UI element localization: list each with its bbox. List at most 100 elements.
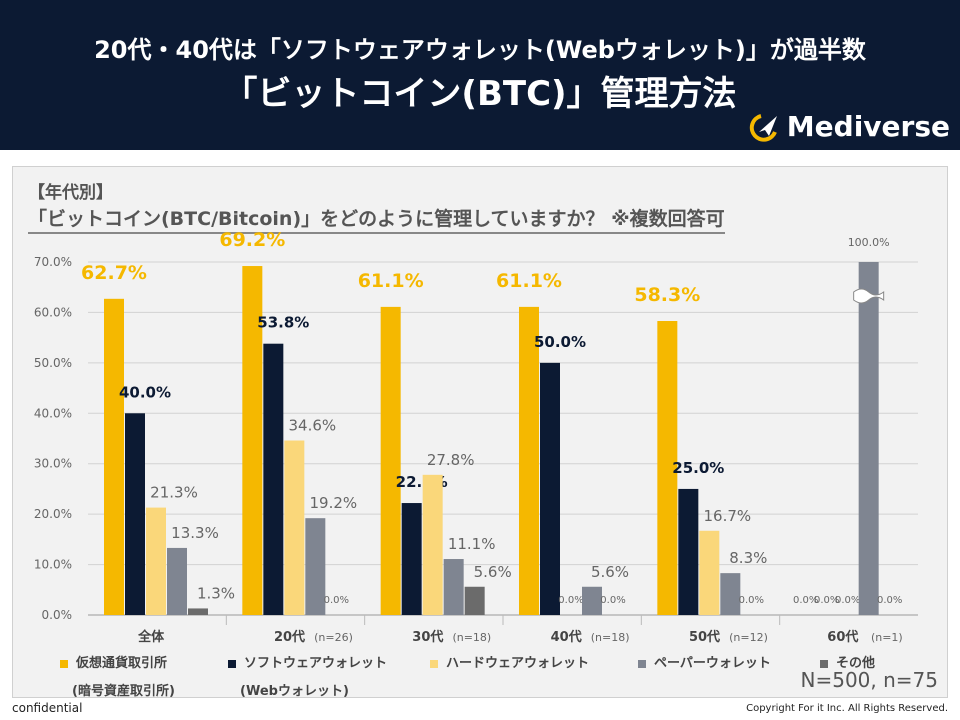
x-tick-label: 40代 [551, 629, 582, 645]
category-n-label: (n=26) [314, 631, 353, 644]
legend-item: ハードウェアウォレット [430, 652, 589, 671]
bar [858, 262, 879, 615]
data-label: 53.8% [257, 314, 309, 332]
sample-size: N=500, n=75 [800, 668, 939, 692]
legend-swatch [430, 659, 438, 668]
bar [540, 362, 560, 615]
y-tick-label: 10.0% [34, 558, 72, 572]
x-tick-label: 30代 [412, 629, 443, 645]
data-label: 11.1% [448, 535, 496, 553]
bar [125, 413, 145, 615]
brand-name: Mediverse [786, 110, 950, 143]
bar [380, 306, 401, 615]
data-label: 16.7% [704, 507, 752, 525]
data-label: 61.1% [496, 270, 562, 292]
y-tick-label: 50.0% [34, 356, 72, 370]
data-label: 0.0% [793, 595, 818, 606]
data-label: 13.3% [171, 524, 219, 542]
legend-label: 仮想通貨取引所 [76, 656, 168, 671]
y-tick-label: 0.0% [42, 608, 73, 622]
bar [284, 440, 305, 615]
data-label: 0.0% [877, 595, 902, 606]
category-n-label: (n=1) [871, 631, 903, 644]
rocket-icon [749, 113, 777, 142]
legend-label: ハードウェアウォレット [446, 656, 590, 671]
data-label: 62.7% [81, 262, 147, 284]
data-label: 100.0% [848, 236, 890, 249]
data-label: 34.6% [289, 417, 337, 435]
x-tick-label: 全体 [137, 629, 165, 645]
bar [263, 343, 284, 615]
bar [242, 266, 263, 615]
bar [582, 586, 602, 615]
x-tick-label: 20代 [274, 629, 305, 645]
bar [699, 530, 720, 615]
data-label: 19.2% [310, 494, 358, 512]
data-label: 0.0% [558, 595, 583, 606]
copyright-text: Copyright For it Inc. All Rights Reserve… [746, 703, 948, 714]
legend-item: ペーパーウォレット [638, 652, 771, 671]
category-n-label: (n=18) [452, 631, 491, 644]
y-tick-label: 20.0% [34, 507, 72, 521]
question-tag: 【年代別】 [28, 183, 113, 203]
data-label: 1.3% [197, 584, 235, 602]
category-n-label: (n=18) [591, 631, 630, 644]
data-label: 0.0% [814, 595, 839, 606]
x-tick-label: 50代 [689, 629, 720, 645]
data-label: 21.3% [150, 484, 198, 502]
legend-sublabel: (暗号資産取引所) [72, 684, 175, 699]
y-tick-label: 30.0% [34, 457, 72, 471]
bar [443, 559, 464, 615]
y-tick-label: 60.0% [34, 305, 72, 319]
legend-item: その他 [820, 652, 875, 671]
legend-swatch [820, 659, 828, 668]
legend-swatch [638, 659, 646, 668]
data-label: 0.0% [835, 595, 860, 606]
legend-label: その他 [836, 656, 876, 671]
category-n-label: (n=12) [729, 631, 768, 644]
legend-swatch [60, 659, 68, 668]
data-label: 58.3% [634, 284, 700, 306]
question-text: 「ビットコイン(BTC/Bitcoin)」をどのように管理していますか？ ※複数… [28, 204, 725, 234]
data-label: 5.6% [591, 563, 629, 581]
bar [401, 503, 422, 615]
bar [146, 507, 166, 615]
data-label: 69.2% [219, 229, 285, 251]
bar [422, 474, 443, 615]
legend-swatch [228, 659, 236, 668]
data-label: 25.0% [672, 459, 724, 477]
bar [657, 321, 678, 615]
x-tick-label: 60代 [827, 629, 858, 645]
legend-sublabel: (Webウォレット) [240, 684, 349, 699]
bar [188, 608, 208, 615]
bar [720, 573, 741, 615]
data-label: 8.3% [729, 549, 767, 567]
legend-item: 仮想通貨取引所 [60, 652, 167, 671]
header-banner: 20代・40代は「ソフトウェアウォレット(Webウォレット)」が過半数 「ビット… [0, 0, 960, 150]
bar [678, 488, 699, 615]
axis-break-mark [853, 288, 885, 304]
brand-logo: Mediverse [747, 110, 950, 143]
bar [464, 586, 485, 615]
bar [305, 518, 326, 615]
bar [104, 298, 124, 615]
confidential-label: confidential [12, 701, 83, 715]
data-label: 27.8% [427, 451, 475, 469]
bar [167, 547, 187, 615]
data-label: 0.0% [739, 595, 764, 606]
y-tick-label: 70.0% [34, 255, 72, 269]
data-label: 0.0% [600, 595, 625, 606]
bar [519, 306, 539, 615]
legend-item: ソフトウェアウォレット [228, 652, 387, 671]
data-label: 61.1% [358, 270, 424, 292]
y-tick-label: 40.0% [34, 406, 72, 420]
headline-line-1: 20代・40代は「ソフトウェアウォレット(Webウォレット)」が過半数 [94, 36, 866, 64]
data-label: 0.0% [324, 595, 349, 606]
data-label: 40.0% [119, 383, 171, 401]
headline-line-2: 「ビットコイン(BTC)」管理方法 [223, 74, 737, 114]
data-label: 50.0% [534, 333, 586, 351]
legend-label: ペーパーウォレット [654, 656, 771, 671]
legend-label: ソフトウェアウォレット [244, 656, 388, 671]
data-label: 5.6% [474, 563, 512, 581]
